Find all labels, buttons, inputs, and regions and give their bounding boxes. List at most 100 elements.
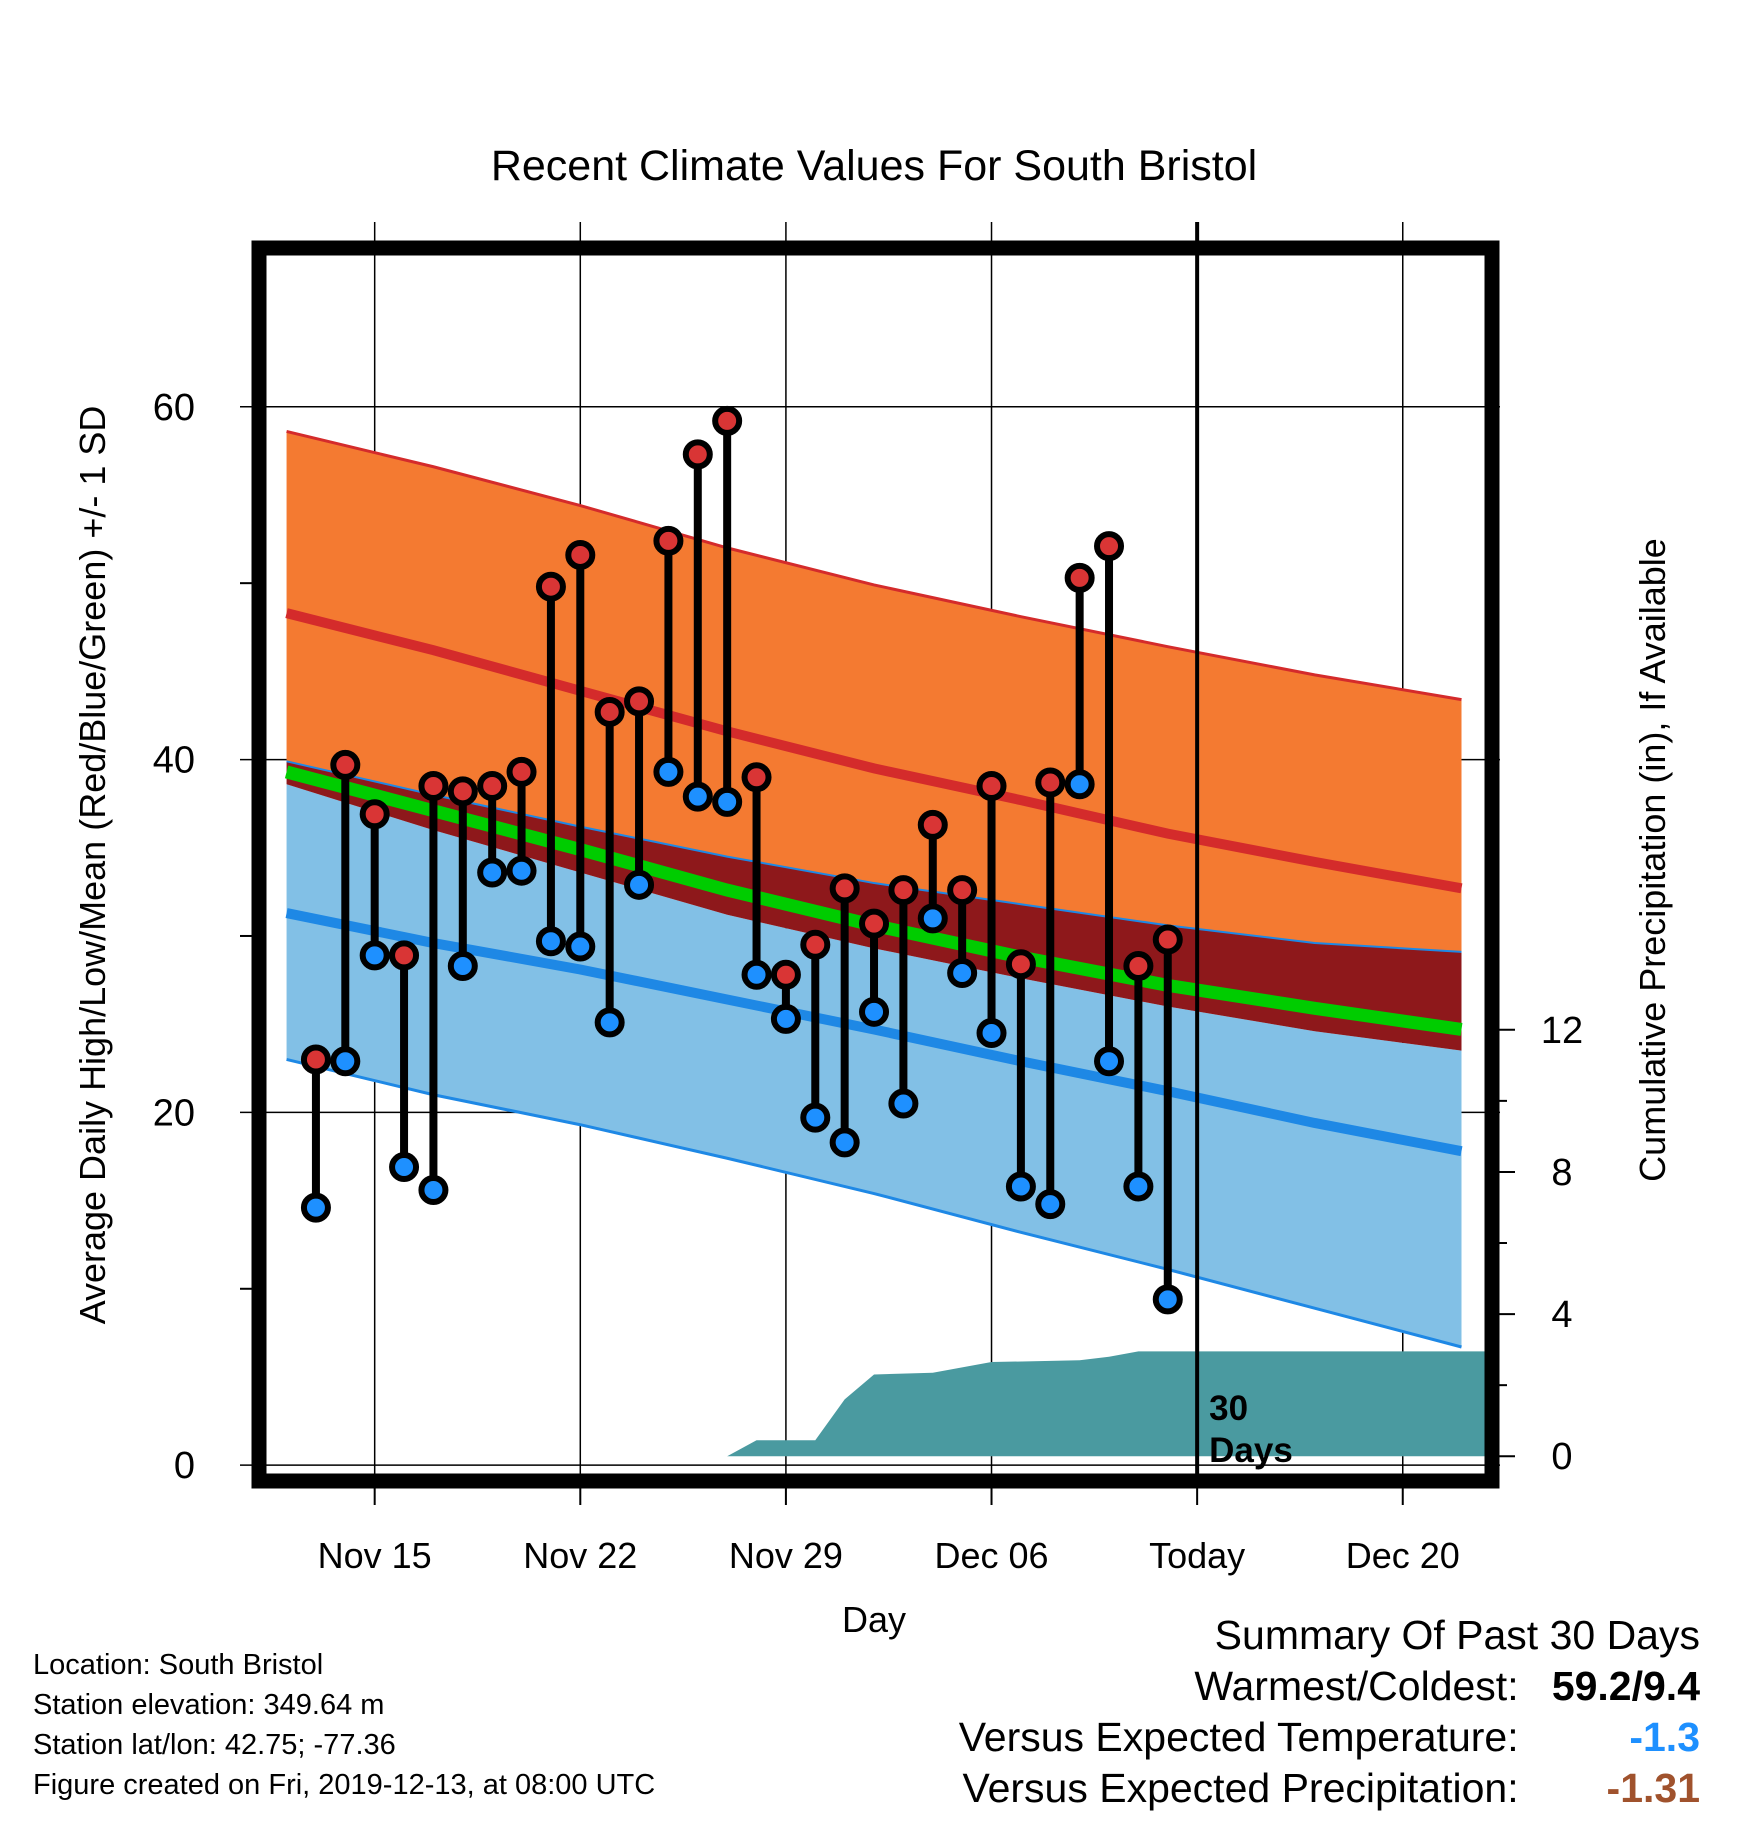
low-point: [624, 869, 655, 900]
low-point: [594, 1007, 625, 1038]
x-tick-label: Nov 22: [523, 1535, 637, 1576]
low-point: [712, 786, 743, 817]
summary-temp-row: Versus Expected Temperature: -1.3: [959, 1712, 1700, 1763]
y-tick-label: 40: [153, 740, 195, 782]
x-tick-label: Dec 20: [1346, 1535, 1460, 1576]
low-point: [506, 855, 537, 886]
low-point: [770, 1003, 801, 1034]
high-point: [682, 439, 713, 470]
high-point: [300, 1044, 331, 1075]
high-point: [418, 771, 449, 802]
y-axis-label: Average Daily High/Low/Mean (Red/Blue/Gr…: [72, 406, 113, 1325]
high-point: [1094, 531, 1125, 562]
latlon-text: Station lat/lon: 42.75; -77.36: [33, 1729, 396, 1761]
summary-warmest-row: Warmest/Coldest: 59.2/9.4: [959, 1661, 1700, 1712]
today-days-label: 30 Days: [1209, 1389, 1293, 1470]
high-point: [330, 749, 361, 780]
high-point: [1005, 949, 1036, 980]
high-point: [976, 771, 1007, 802]
low-point: [1064, 769, 1095, 800]
precip-area: [727, 1351, 1485, 1457]
low-point: [741, 959, 772, 990]
high-minus-sd-line: [286, 760, 1462, 953]
low-point: [565, 931, 596, 962]
low-point: [917, 903, 948, 934]
y2-tick-label: 4: [1551, 1294, 1572, 1336]
elevation-text: Station elevation: 349.64 m: [33, 1689, 385, 1721]
low-point: [888, 1088, 919, 1119]
high-point: [888, 875, 919, 906]
high-point: [712, 405, 743, 436]
high-point: [477, 771, 508, 802]
today-days-line: Days: [1209, 1431, 1293, 1470]
high-mean-line: [285, 608, 1463, 894]
precip-value: -1.31: [1606, 1765, 1700, 1811]
axes: Nov 15 Nov 22 Nov 29 Dec 06 Today Dec 2002040…: [153, 387, 1583, 1576]
precipitation-area: [727, 1351, 1485, 1457]
summary-precip-row: Versus Expected Precipitation: -1.31: [959, 1763, 1701, 1814]
low-point: [859, 996, 890, 1027]
high-point: [653, 525, 684, 556]
low-point: [477, 857, 508, 888]
x-tick-label: Nov 29: [729, 1535, 843, 1576]
high-point: [594, 696, 625, 727]
high-point: [624, 686, 655, 717]
y2-tick-label: 0: [1551, 1436, 1572, 1478]
high-point: [389, 940, 420, 971]
temp-value: -1.3: [1629, 1714, 1700, 1760]
high-point: [859, 908, 890, 939]
low-point: [389, 1152, 420, 1183]
x-axis-label: Day: [842, 1599, 906, 1640]
warmest-value: 59.2/9.4: [1551, 1663, 1700, 1709]
plot-frame: [251, 240, 1500, 1489]
created-text: Figure created on Fri, 2019-12-13, at 08…: [33, 1769, 656, 1801]
high-point: [829, 873, 860, 904]
summary-title: Summary Of Past 30 Days: [1214, 1612, 1700, 1658]
high-point: [917, 809, 948, 840]
high-point: [565, 539, 596, 570]
high-point: [359, 799, 390, 830]
high-point: [535, 571, 566, 602]
low-point: [682, 781, 713, 812]
x-tick-label: Dec 06: [934, 1535, 1048, 1576]
today-marker: 30 Days: [1195, 222, 1293, 1474]
low-point: [535, 926, 566, 957]
low-point: [330, 1046, 361, 1077]
low-point: [300, 1192, 331, 1223]
high-point: [1064, 562, 1095, 593]
low-point: [1005, 1171, 1036, 1202]
high-point: [506, 756, 537, 787]
y-tick-label: 20: [153, 1092, 195, 1134]
high-point: [1035, 767, 1066, 798]
low-point: [418, 1174, 449, 1205]
summary-panel: Summary Of Past 30 Days Warmest/Coldest:…: [959, 1610, 1700, 1814]
high-point: [1123, 950, 1154, 981]
location-text: Location: South Bristol: [33, 1649, 324, 1681]
low-point: [1123, 1171, 1154, 1202]
high-point: [741, 762, 772, 793]
high-point: [447, 776, 478, 807]
high-point: [800, 929, 831, 960]
temp-label: Versus Expected Temperature:: [958, 1714, 1519, 1760]
low-point: [947, 958, 978, 989]
high-point: [1152, 924, 1183, 955]
y-tick-label: 60: [153, 387, 195, 429]
low-minus-sd-line: [286, 1057, 1462, 1349]
low-point: [829, 1127, 860, 1158]
precip-label: Versus Expected Precipitation:: [962, 1765, 1519, 1811]
low-mean-line: [285, 908, 1463, 1157]
y2-tick-label: 8: [1551, 1152, 1572, 1194]
low-point: [1035, 1189, 1066, 1220]
low-point: [976, 1017, 1007, 1048]
x-tick-label: Nov 15: [318, 1535, 432, 1576]
low-point: [1094, 1046, 1125, 1077]
y-tick-label: 0: [174, 1445, 195, 1487]
chart-title: Recent Climate Values For South Bristol: [491, 142, 1257, 190]
high-point: [770, 959, 801, 990]
warmest-label: Warmest/Coldest:: [1194, 1663, 1519, 1709]
low-point: [653, 756, 684, 787]
low-point: [359, 940, 390, 971]
y2-tick-label: 12: [1541, 1010, 1583, 1052]
high-plus-sd-line: [286, 430, 1462, 702]
